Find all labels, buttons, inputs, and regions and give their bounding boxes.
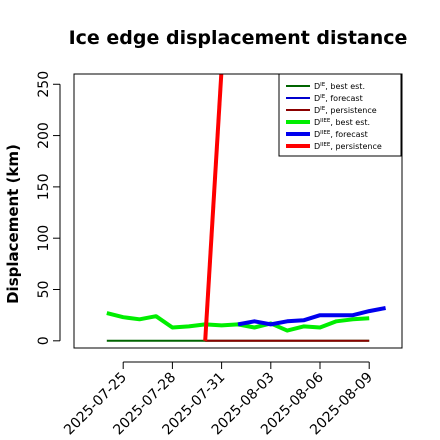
legend-suffix: , best est. (330, 118, 370, 127)
legend-base: D (314, 118, 320, 127)
legend-entry-2: DIE, persistence (314, 106, 377, 115)
legend-superscript: IE (320, 82, 326, 88)
legend-suffix: , forecast (330, 130, 367, 139)
legend-superscript: IIEE (320, 142, 331, 148)
legend-entry-4: DIIEE, forecast (314, 130, 368, 139)
chart-title: Ice edge displacement distance (69, 27, 408, 49)
x-axis: 2025-07-252025-07-282025-07-312025-08-03… (61, 361, 376, 438)
y-axis-label: Displacement (km) (4, 144, 22, 304)
series-layer (106, 74, 386, 342)
y-tick-label: 100 (36, 225, 52, 252)
y-tick-label: 250 (36, 71, 52, 98)
y-tick-label: 200 (36, 122, 52, 149)
legend-superscript: IE (320, 106, 326, 112)
legend-base: D (314, 82, 320, 91)
legend-suffix: , forecast (325, 94, 362, 103)
legend-base: D (314, 130, 320, 139)
y-tick-label: 150 (36, 174, 52, 201)
y-tick-label: 50 (36, 281, 52, 299)
legend-suffix: , persistence (330, 142, 381, 151)
y-tick-label: 0 (36, 336, 52, 345)
legend-entry-5: DIIEE, persistence (314, 142, 382, 151)
series-line-5 (203, 74, 224, 341)
legend-entry-3: DIIEE, best est. (314, 118, 370, 127)
legend-superscript: IE (320, 94, 326, 100)
legend-box (278, 73, 402, 157)
legend-entry-1: DIE, forecast (314, 94, 363, 103)
legend-base: D (314, 94, 320, 103)
series-line-4 (237, 306, 386, 327)
legend-base: D (314, 142, 320, 151)
legend-base: D (314, 106, 320, 115)
legend-suffix: , persistence (325, 106, 376, 115)
legend-suffix: , best est. (325, 82, 365, 91)
y-axis: 0 50 100 150 200 250 (36, 71, 61, 345)
legend-superscript: IIEE (320, 130, 331, 136)
legend-superscript: IIEE (320, 118, 331, 124)
legend-entry-0: DIE, best est. (314, 82, 365, 91)
plot-frame (73, 73, 403, 349)
